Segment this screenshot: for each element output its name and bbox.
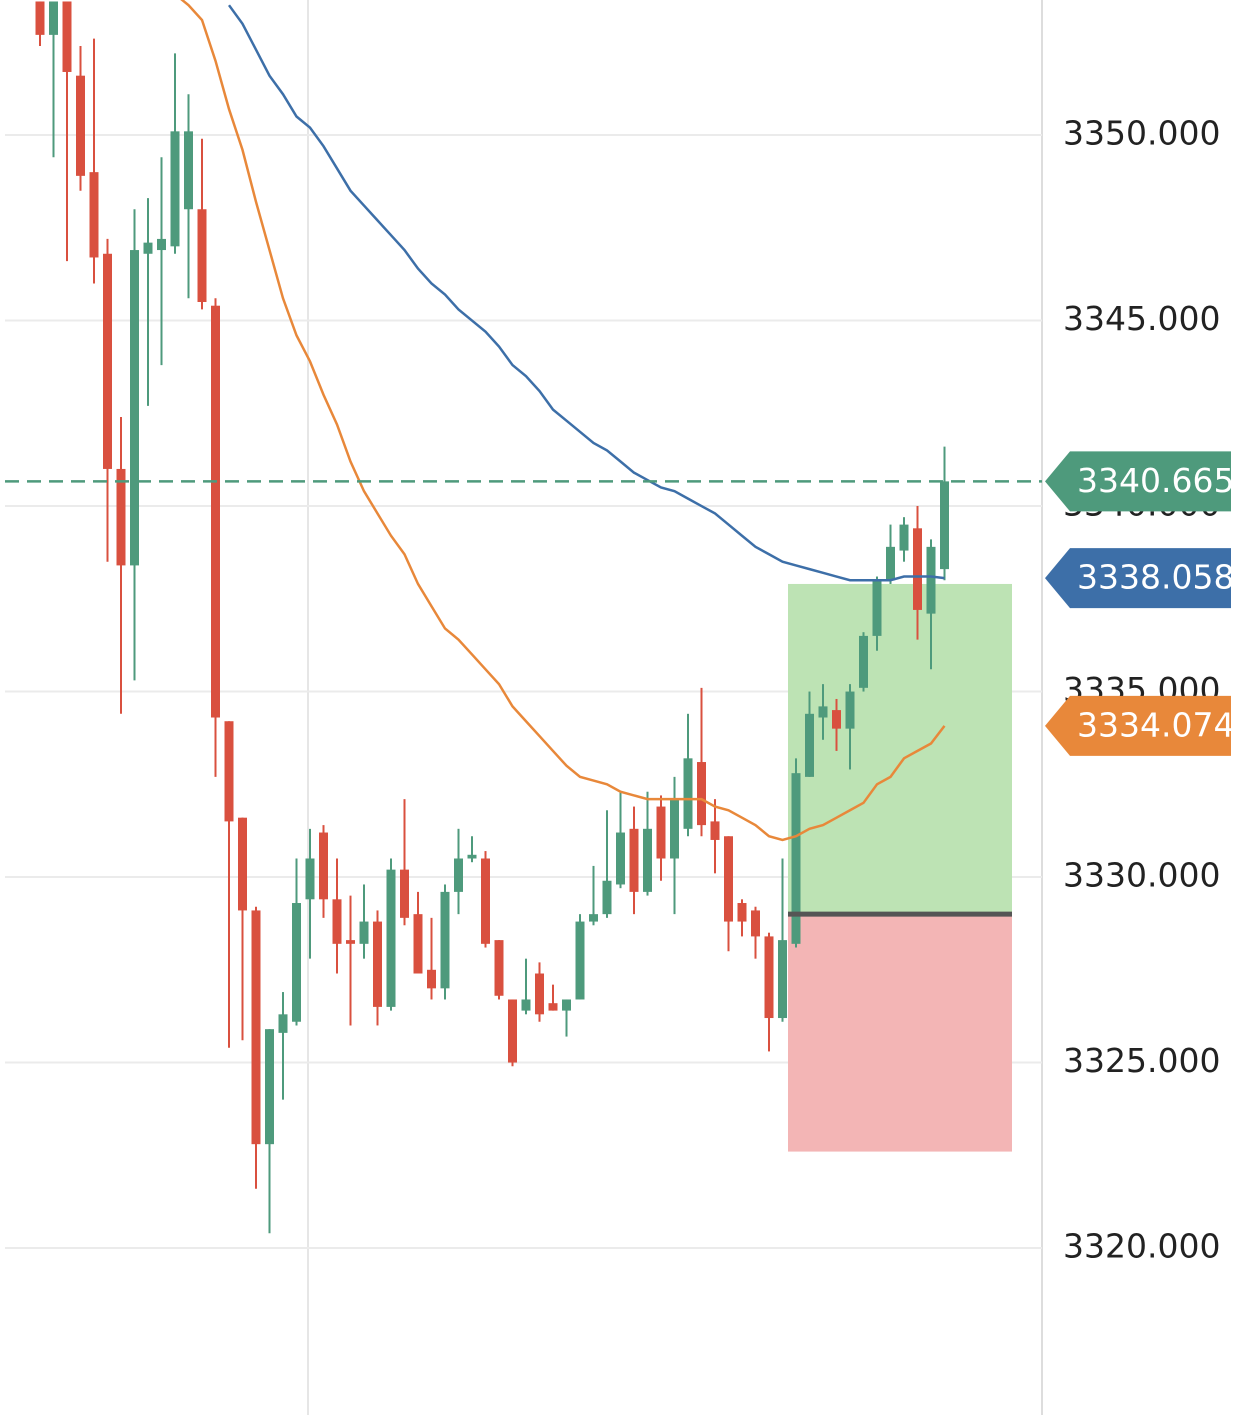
candle-body: [886, 546, 895, 581]
candle-body: [697, 762, 706, 826]
candle-body: [184, 131, 193, 210]
candle-body: [589, 914, 598, 922]
y-tick-label: 3325.000: [1063, 1041, 1220, 1080]
candle-body: [575, 921, 585, 1000]
candle-body: [832, 710, 841, 729]
candle-body: [400, 869, 409, 918]
price-tag: [1045, 695, 1231, 756]
moving-average-line: [227, 4, 945, 582]
candle-body: [913, 528, 922, 610]
candle-body: [76, 75, 85, 176]
candle-body: [791, 773, 801, 944]
candle-body: [265, 1029, 274, 1145]
candle-body: [670, 799, 679, 859]
candle-body: [278, 1014, 288, 1033]
moving-average-line: [180, 0, 946, 842]
candle-body: [508, 999, 517, 1063]
candle-body: [737, 903, 747, 922]
candle-body: [143, 242, 153, 254]
candle-body: [332, 899, 342, 944]
candle-body: [89, 172, 99, 258]
candle-body: [494, 940, 504, 996]
candle-body: [454, 858, 463, 892]
y-tick-label: 3320.000: [1063, 1227, 1220, 1266]
candle-body: [643, 828, 652, 892]
candle-body: [170, 131, 180, 247]
candle-body: [845, 691, 855, 729]
candle-body: [521, 999, 531, 1011]
candle-body: [103, 253, 112, 469]
plot-area: [5, 0, 1042, 1250]
y-tick-label: 3330.000: [1063, 856, 1220, 895]
candle-body: [130, 250, 139, 566]
candle-body: [413, 914, 423, 974]
candle-body: [116, 468, 126, 566]
candle-body: [724, 836, 733, 922]
candle-body: [35, 1, 45, 35]
candle-body: [49, 1, 58, 35]
candle-body: [197, 209, 207, 302]
loss-zone: [788, 914, 1012, 1152]
candle-body: [535, 973, 544, 1015]
candle-body: [940, 481, 949, 570]
candle-body: [427, 969, 436, 989]
price-tag: [1045, 451, 1231, 512]
candle-body: [386, 869, 396, 1007]
price-tag-label: 3338.058: [1077, 558, 1234, 597]
candle-body: [778, 940, 787, 1019]
candle-body: [818, 706, 828, 718]
candle-body: [656, 806, 666, 859]
candle-body: [373, 921, 382, 1007]
candle-body: [602, 880, 612, 915]
candle-body: [238, 817, 247, 911]
candle-body: [710, 821, 720, 840]
candle-body: [319, 832, 328, 900]
price-tag-label: 3334.074: [1077, 705, 1234, 744]
candle-body: [62, 1, 72, 72]
candle-body: [764, 936, 774, 1019]
candle-body: [346, 940, 355, 944]
price-tag: [1045, 548, 1231, 609]
price-tag-label: 3340.665: [1077, 461, 1234, 500]
candle-body: [481, 858, 490, 944]
candle-body: [926, 546, 936, 614]
candle-body: [224, 721, 234, 822]
candle-body: [616, 832, 625, 885]
candle-body: [562, 999, 571, 1011]
y-tick-label: 3345.000: [1063, 299, 1220, 338]
y-tick-label: 3350.000: [1063, 114, 1220, 153]
candle-body: [440, 891, 450, 989]
candle-body: [872, 580, 882, 636]
candle-body: [157, 238, 166, 251]
candle-body: [629, 828, 639, 892]
candle-body: [899, 524, 909, 551]
candle-body: [805, 713, 814, 777]
profit-zone: [788, 583, 1012, 915]
candle-body: [467, 854, 477, 859]
candle-body: [211, 305, 220, 718]
candle-body: [359, 921, 369, 944]
candle-body: [683, 758, 693, 829]
candle-body: [751, 910, 760, 937]
candle-body: [305, 858, 315, 900]
candle-body: [292, 903, 301, 1022]
candle-body: [859, 635, 868, 688]
candle-body: [251, 910, 261, 1145]
candle-body: [548, 1003, 558, 1011]
